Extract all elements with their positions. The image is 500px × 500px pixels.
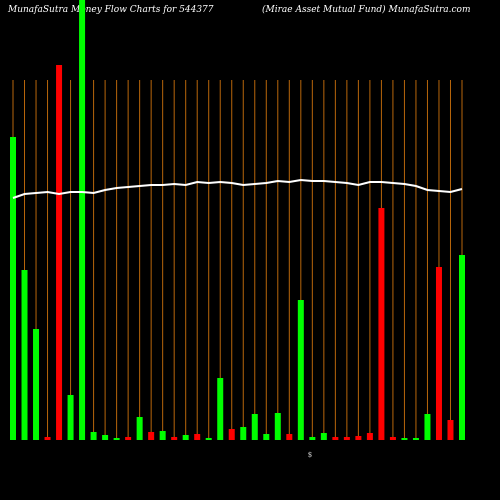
bar (125, 437, 132, 440)
bar (274, 413, 281, 440)
bar (320, 433, 327, 440)
line (12, 178, 463, 199)
bar (56, 65, 63, 440)
bar (424, 414, 431, 440)
bar (10, 137, 16, 440)
bar (355, 436, 362, 440)
bar (412, 438, 419, 440)
bar (366, 433, 373, 440)
bar (159, 431, 166, 440)
bar (251, 414, 258, 440)
bar (102, 435, 109, 440)
bar (205, 438, 212, 440)
bar (21, 270, 28, 440)
chart-title: MunafaSutra Money Flow Charts for 544377 (7, 5, 214, 15)
bar (194, 434, 201, 440)
bar (263, 434, 270, 440)
bar (378, 208, 385, 440)
bar (171, 437, 178, 440)
bar (113, 438, 120, 440)
bar (435, 267, 442, 440)
bar (297, 300, 304, 440)
annotation: $ (308, 451, 312, 459)
bar (332, 437, 339, 440)
bar (309, 437, 316, 440)
bar (389, 437, 396, 440)
bar (79, 0, 86, 440)
bar (136, 417, 143, 440)
bar (343, 437, 350, 440)
bar (182, 435, 189, 440)
bar (447, 420, 454, 440)
bar (240, 427, 247, 440)
chart-subtitle: (Mirae Asset Mutual Fund) MunafaSutra.co… (262, 4, 470, 15)
bar (67, 395, 74, 440)
bar (286, 434, 293, 440)
bar (217, 378, 224, 440)
bar (401, 438, 408, 440)
bar (44, 437, 51, 440)
bar (228, 429, 235, 440)
bar (90, 432, 97, 440)
bar (459, 255, 465, 440)
bar (148, 432, 155, 440)
bar (33, 329, 40, 440)
